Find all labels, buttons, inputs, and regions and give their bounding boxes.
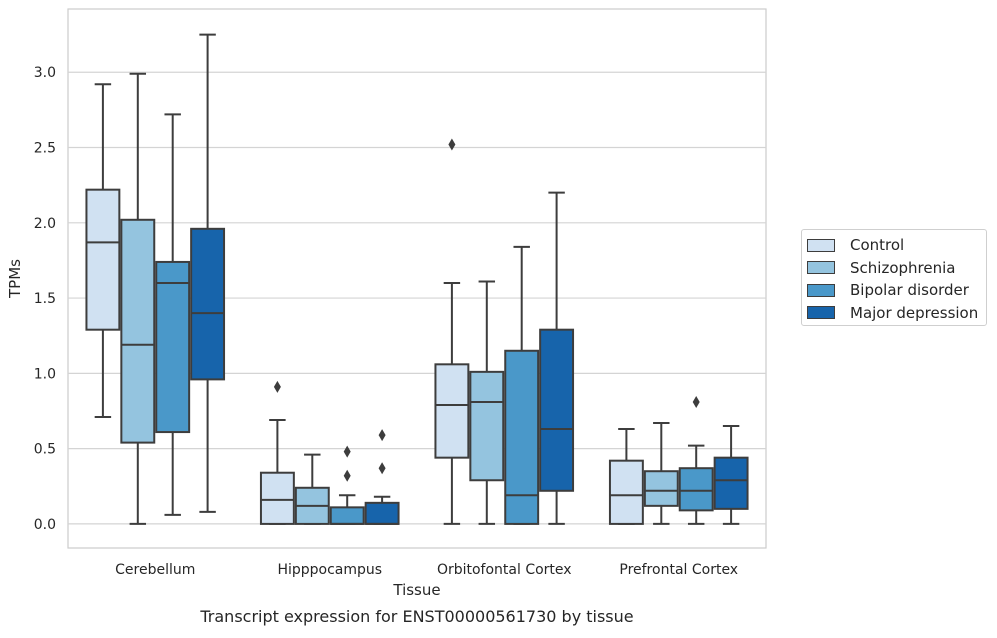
y-tick-label: 3.0 (34, 65, 56, 81)
box-body (155, 260, 191, 434)
box-0-1 (120, 72, 156, 525)
legend-swatch (807, 283, 835, 297)
box-2-3 (539, 191, 575, 525)
y-tick-label: 2.0 (34, 216, 56, 232)
outlier-point (692, 395, 700, 408)
outlier-point (378, 462, 386, 475)
box-body (259, 471, 295, 525)
box-3-2 (678, 395, 714, 525)
box-body (504, 349, 540, 525)
box-2-2 (504, 245, 540, 525)
box-2-0 (434, 138, 470, 525)
box-body (434, 363, 470, 459)
legend-label: Bipolar disorder (850, 281, 969, 300)
outlier-point (343, 445, 351, 458)
box-body (678, 467, 714, 512)
legend-item: Major depression (802, 302, 986, 325)
box-0-0 (85, 83, 121, 419)
legend-label: Control (850, 236, 905, 255)
outlier-point (378, 429, 386, 442)
box-3-1 (643, 422, 679, 525)
y-tick-label: 1.5 (34, 291, 56, 307)
box-1-2 (329, 445, 365, 525)
outlier-point (448, 138, 456, 151)
legend-item: Control (802, 234, 986, 257)
gridlines (68, 71, 766, 525)
box-0-2 (155, 113, 191, 516)
box-1-3 (364, 429, 400, 525)
box-body (364, 501, 400, 525)
x-tick-labels: Cerebellum Hipppocampus Orbitofontal Corte… (115, 562, 738, 578)
box-body (329, 506, 365, 525)
legend-item: Schizophrenia (802, 257, 986, 280)
boxes (85, 33, 749, 525)
box-body (190, 227, 226, 381)
box-1-1 (294, 453, 330, 525)
y-tick-label: 0.5 (34, 442, 56, 458)
box-2-1 (469, 280, 505, 525)
x-tick-label: Hipppocampus (277, 562, 382, 578)
box-3-0 (608, 428, 644, 525)
box-3-3 (713, 425, 749, 525)
box-body (85, 188, 121, 331)
x-axis-label: Tissue (392, 581, 440, 599)
box-body (469, 370, 505, 482)
legend: Control Schizophrenia Bipolar disorder Majo… (801, 229, 987, 326)
y-tick-label: 2.5 (34, 141, 56, 157)
legend-label: Schizophrenia (850, 258, 956, 277)
legend-label: Major depression (850, 303, 979, 322)
x-tick-label: Orbitofontal Cortex (437, 562, 572, 578)
y-tick-label: 1.0 (34, 366, 56, 382)
box-1-0 (259, 380, 295, 525)
box-body (539, 328, 575, 492)
box-body (608, 459, 644, 525)
x-tick-label: Prefrontal Cortex (619, 562, 738, 578)
y-axis-label: TPMs (6, 259, 24, 299)
chart-caption: Transcript expression for ENST0000056173… (199, 607, 633, 626)
x-tick-label: Cerebellum (115, 562, 195, 578)
y-tick-labels: 0.0 0.5 1.0 1.5 2.0 2.5 3.0 (34, 65, 56, 533)
box-0-3 (190, 33, 226, 513)
legend-swatch (807, 238, 835, 252)
legend-swatch (807, 261, 835, 275)
outlier-point (273, 380, 281, 393)
legend-swatch (807, 306, 835, 320)
y-tick-label: 0.0 (34, 517, 56, 533)
box-body (643, 470, 679, 507)
box-body (713, 456, 749, 510)
outlier-point (343, 469, 351, 482)
box-body (120, 218, 156, 444)
legend-item: Bipolar disorder (802, 279, 986, 302)
